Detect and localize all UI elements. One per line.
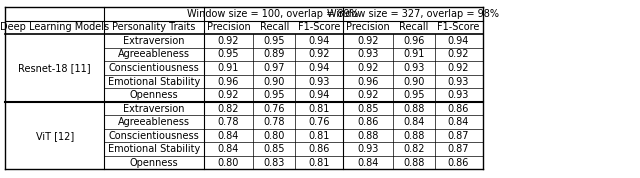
Text: 0.91: 0.91	[218, 63, 239, 73]
Text: 0.85: 0.85	[264, 144, 285, 154]
Text: 0.95: 0.95	[218, 49, 239, 59]
Text: 0.92: 0.92	[218, 36, 239, 46]
Text: 0.84: 0.84	[448, 117, 469, 127]
Text: 0.93: 0.93	[357, 49, 379, 59]
Text: Conscientiousness: Conscientiousness	[109, 131, 199, 141]
Text: F1-Score: F1-Score	[437, 22, 480, 32]
Text: 0.95: 0.95	[264, 90, 285, 100]
Text: Openness: Openness	[130, 158, 178, 168]
Text: 0.81: 0.81	[308, 158, 330, 168]
Text: 0.88: 0.88	[357, 131, 379, 141]
Text: 0.93: 0.93	[357, 144, 379, 154]
Text: Recall: Recall	[399, 22, 428, 32]
Text: 0.93: 0.93	[448, 90, 469, 100]
Text: Emotional Stability: Emotional Stability	[108, 144, 200, 154]
Text: 0.92: 0.92	[357, 36, 379, 46]
Text: 0.81: 0.81	[308, 104, 330, 114]
Text: Deep Learning Models: Deep Learning Models	[0, 22, 109, 32]
Text: Personality Traits: Personality Traits	[112, 22, 196, 32]
Text: 0.94: 0.94	[308, 36, 330, 46]
Text: 0.92: 0.92	[357, 90, 379, 100]
Text: ViT [12]: ViT [12]	[36, 131, 74, 141]
Text: 0.86: 0.86	[448, 104, 469, 114]
Text: 0.80: 0.80	[264, 131, 285, 141]
Text: Precision: Precision	[346, 22, 390, 32]
Text: 0.92: 0.92	[218, 90, 239, 100]
Text: 0.90: 0.90	[403, 77, 424, 87]
Text: 0.91: 0.91	[403, 49, 424, 59]
Text: 0.78: 0.78	[218, 117, 239, 127]
Text: 0.82: 0.82	[403, 144, 424, 154]
Text: 0.94: 0.94	[308, 63, 330, 73]
Text: 0.81: 0.81	[308, 131, 330, 141]
Text: 0.95: 0.95	[403, 90, 424, 100]
Text: 0.86: 0.86	[357, 117, 379, 127]
Text: 0.92: 0.92	[308, 49, 330, 59]
Text: Extraversion: Extraversion	[123, 104, 185, 114]
Text: 0.86: 0.86	[448, 158, 469, 168]
Text: Emotional Stability: Emotional Stability	[108, 77, 200, 87]
Text: 0.89: 0.89	[264, 49, 285, 59]
Text: 0.76: 0.76	[308, 117, 330, 127]
Text: Agreeableness: Agreeableness	[118, 117, 190, 127]
Text: Conscientiousness: Conscientiousness	[109, 63, 199, 73]
Text: 0.93: 0.93	[448, 77, 469, 87]
Text: Agreeableness: Agreeableness	[118, 49, 190, 59]
Text: Resnet-18 [11]: Resnet-18 [11]	[19, 63, 91, 73]
Text: F1-Score: F1-Score	[298, 22, 340, 32]
Text: 0.82: 0.82	[218, 104, 239, 114]
Text: Extraversion: Extraversion	[123, 36, 185, 46]
Text: 0.88: 0.88	[403, 104, 424, 114]
Text: 0.84: 0.84	[218, 144, 239, 154]
Text: 0.96: 0.96	[403, 36, 424, 46]
Text: 0.92: 0.92	[357, 63, 379, 73]
Text: 0.97: 0.97	[264, 63, 285, 73]
Text: 0.92: 0.92	[448, 63, 469, 73]
Text: 0.80: 0.80	[218, 158, 239, 168]
Text: 0.76: 0.76	[264, 104, 285, 114]
Text: Window size = 100, overlap = 89%: Window size = 100, overlap = 89%	[188, 9, 359, 19]
Text: 0.93: 0.93	[403, 63, 424, 73]
Text: 0.88: 0.88	[403, 131, 424, 141]
Text: 0.95: 0.95	[264, 36, 285, 46]
Text: 0.93: 0.93	[308, 77, 330, 87]
Text: 0.90: 0.90	[264, 77, 285, 87]
Text: 0.87: 0.87	[448, 131, 469, 141]
Text: Openness: Openness	[130, 90, 178, 100]
Text: 0.78: 0.78	[264, 117, 285, 127]
Text: 0.96: 0.96	[357, 77, 379, 87]
Text: 0.94: 0.94	[448, 36, 469, 46]
Text: Window size = 327, overlap = 98%: Window size = 327, overlap = 98%	[327, 9, 499, 19]
Text: 0.92: 0.92	[448, 49, 469, 59]
Text: 0.84: 0.84	[403, 117, 424, 127]
Text: 0.85: 0.85	[357, 104, 379, 114]
Text: Recall: Recall	[260, 22, 289, 32]
Text: 0.86: 0.86	[308, 144, 330, 154]
Text: 0.84: 0.84	[357, 158, 379, 168]
Text: 0.83: 0.83	[264, 158, 285, 168]
Text: 0.96: 0.96	[218, 77, 239, 87]
Text: Precision: Precision	[207, 22, 250, 32]
Text: 0.94: 0.94	[308, 90, 330, 100]
Text: 0.88: 0.88	[403, 158, 424, 168]
Text: 0.87: 0.87	[448, 144, 469, 154]
Text: 0.84: 0.84	[218, 131, 239, 141]
